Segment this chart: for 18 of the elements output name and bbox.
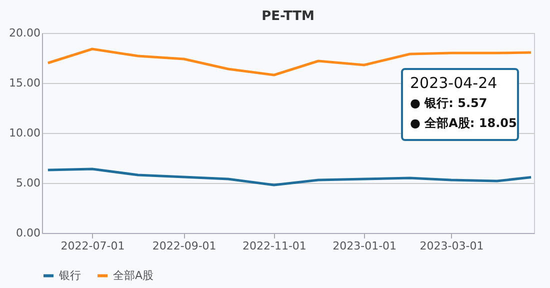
x-tick-label: 2022-09-01	[152, 240, 216, 252]
y-tick-label: 20.00	[9, 26, 40, 40]
x-tick-label: 2023-03-01	[420, 240, 484, 252]
line-series	[46, 48, 532, 76]
line-series	[46, 168, 532, 186]
x-tick-label: 2022-07-01	[60, 240, 125, 252]
y-tick-label: 15.00	[9, 76, 40, 90]
x-tick-label: 2023-01-01	[332, 240, 397, 252]
chart-title: PE-TTM	[262, 9, 314, 24]
legend-label: 银行	[58, 268, 81, 282]
annotation: 2023-04-24	[410, 74, 498, 92]
y-tick-label: 5.00	[16, 176, 40, 190]
annotation: ● 银行: 5.57	[410, 96, 488, 110]
y-tick-label: 10.00	[9, 126, 40, 140]
legend-label: 全部A股	[113, 268, 154, 282]
y-tick-label: 0.00	[16, 226, 40, 240]
x-tick-label: 2022-11-01	[242, 240, 306, 252]
annotation: ● 全部A股: 18.05	[410, 116, 517, 130]
